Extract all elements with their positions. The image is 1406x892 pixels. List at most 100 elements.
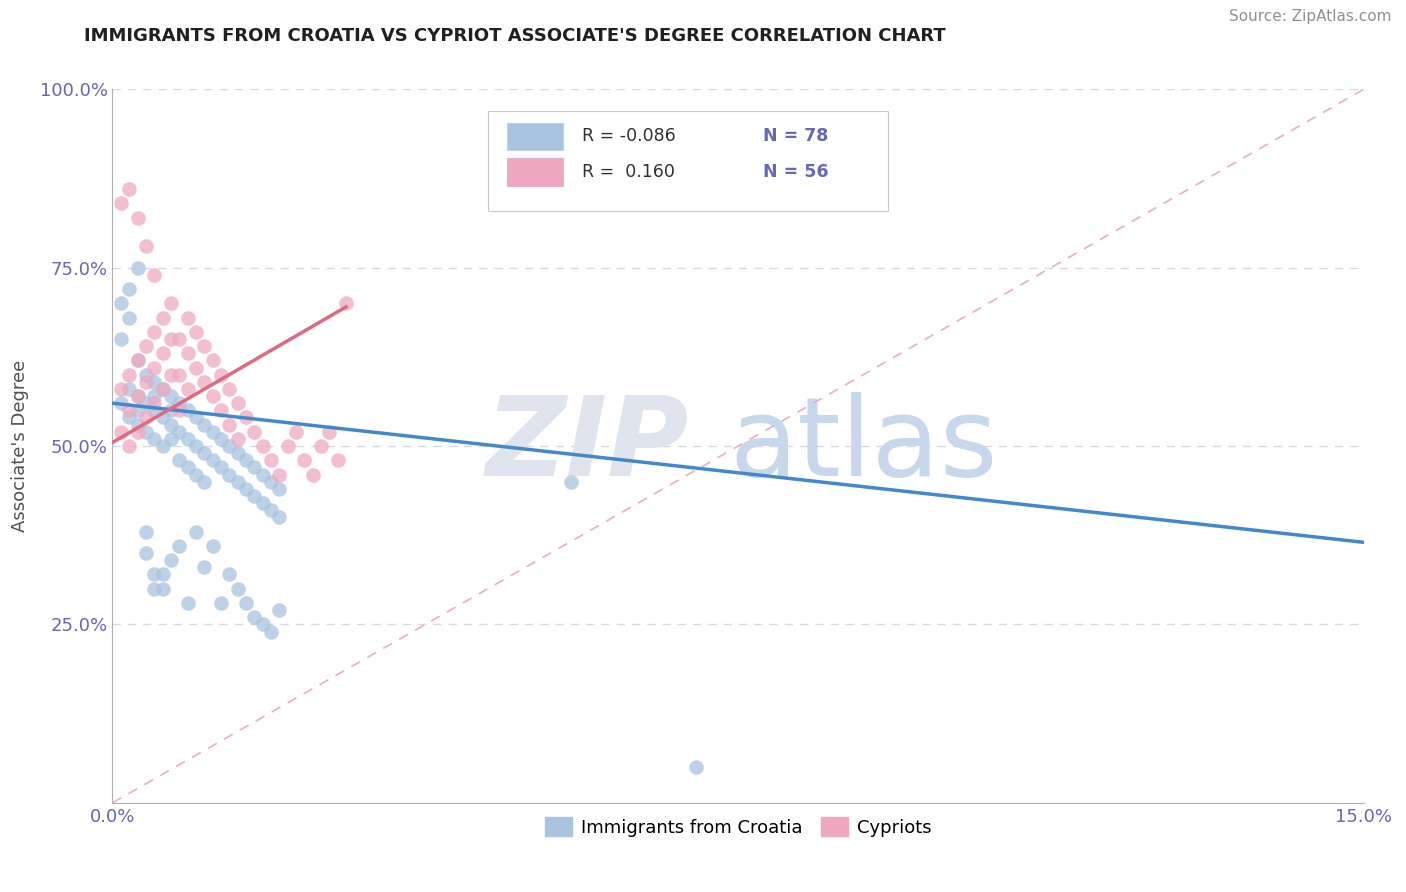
Point: [184, 439, 207, 453]
Text: N = 78: N = 78: [763, 128, 828, 145]
Point: [152, 567, 174, 582]
Point: [193, 475, 215, 489]
Point: [260, 453, 283, 467]
Point: [243, 425, 266, 439]
Point: [143, 375, 166, 389]
Text: IMMIGRANTS FROM CROATIA VS CYPRIOT ASSOCIATE'S DEGREE CORRELATION CHART: IMMIGRANTS FROM CROATIA VS CYPRIOT ASSOC…: [84, 27, 946, 45]
Point: [143, 396, 166, 410]
Point: [152, 310, 174, 325]
Point: [560, 475, 582, 489]
Point: [176, 382, 198, 396]
Point: [110, 425, 132, 439]
Point: [143, 360, 166, 375]
Point: [218, 467, 240, 482]
Point: [160, 403, 183, 417]
Point: [260, 503, 283, 517]
Point: [176, 460, 198, 475]
Point: [201, 539, 224, 553]
Point: [301, 467, 323, 482]
Point: [243, 460, 266, 475]
Point: [110, 382, 132, 396]
Text: R =  0.160: R = 0.160: [582, 163, 675, 181]
Point: [110, 396, 132, 410]
Point: [118, 368, 141, 382]
Point: [167, 368, 190, 382]
Point: [160, 389, 183, 403]
Point: [167, 453, 190, 467]
Point: [127, 425, 149, 439]
Point: [152, 410, 174, 425]
Point: [118, 182, 141, 196]
Point: [193, 375, 215, 389]
Point: [226, 396, 249, 410]
Point: [110, 296, 132, 310]
Point: [118, 282, 141, 296]
Point: [226, 582, 249, 596]
Point: [269, 467, 291, 482]
Point: [127, 389, 149, 403]
Point: [152, 382, 174, 396]
Point: [143, 567, 166, 582]
Point: [110, 196, 132, 211]
Point: [235, 453, 257, 467]
Point: [209, 460, 232, 475]
Point: [218, 382, 240, 396]
Point: [176, 310, 198, 325]
Point: [176, 596, 198, 610]
Point: [318, 425, 340, 439]
Point: [127, 353, 149, 368]
Point: [143, 582, 166, 596]
Point: [218, 439, 240, 453]
Point: [127, 211, 149, 225]
Point: [201, 389, 224, 403]
Point: [135, 546, 157, 560]
Point: [201, 353, 224, 368]
Bar: [506, 123, 562, 150]
Text: atlas: atlas: [730, 392, 997, 500]
Point: [135, 368, 157, 382]
Point: [235, 410, 257, 425]
Point: [252, 496, 274, 510]
Point: [135, 375, 157, 389]
Point: [110, 332, 132, 346]
Point: [218, 567, 240, 582]
Bar: [506, 159, 562, 186]
Point: [209, 368, 232, 382]
Point: [176, 432, 198, 446]
Point: [127, 260, 149, 275]
Point: [218, 417, 240, 432]
Point: [160, 368, 183, 382]
Point: [143, 389, 166, 403]
Point: [277, 439, 299, 453]
Point: [335, 296, 357, 310]
Point: [143, 403, 166, 417]
Point: [118, 382, 141, 396]
Point: [152, 382, 174, 396]
Point: [118, 439, 141, 453]
Point: [193, 560, 215, 574]
Point: [184, 360, 207, 375]
Point: [143, 325, 166, 339]
Point: [176, 346, 198, 360]
Point: [143, 432, 166, 446]
Point: [269, 510, 291, 524]
Y-axis label: Associate's Degree: Associate's Degree: [10, 359, 28, 533]
Text: Source: ZipAtlas.com: Source: ZipAtlas.com: [1229, 9, 1392, 24]
Point: [201, 425, 224, 439]
Point: [269, 603, 291, 617]
Point: [135, 239, 157, 253]
Point: [118, 410, 141, 425]
Point: [269, 482, 291, 496]
Point: [184, 524, 207, 539]
Point: [252, 439, 274, 453]
Point: [184, 410, 207, 425]
Point: [118, 310, 141, 325]
Point: [152, 346, 174, 360]
Point: [160, 417, 183, 432]
Point: [160, 296, 183, 310]
Point: [193, 446, 215, 460]
Point: [260, 475, 283, 489]
Point: [201, 453, 224, 467]
Point: [209, 596, 232, 610]
Text: N = 56: N = 56: [763, 163, 828, 181]
